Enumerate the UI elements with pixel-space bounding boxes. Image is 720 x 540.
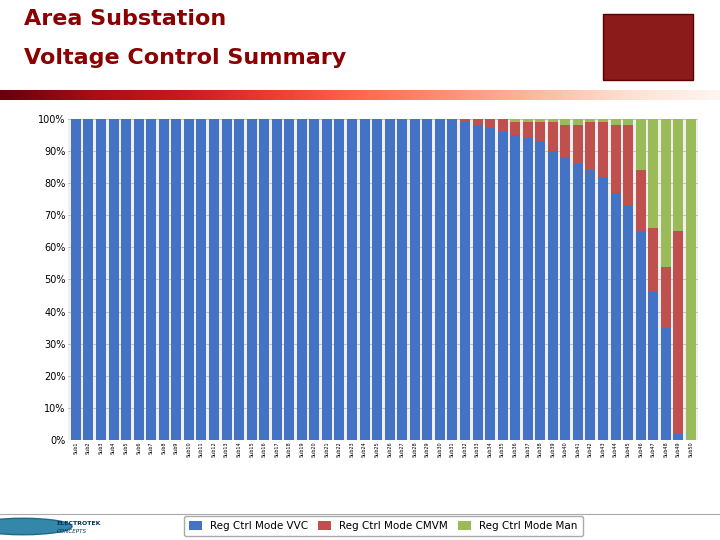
Bar <box>560 157 570 440</box>
Bar <box>498 132 508 440</box>
Bar <box>335 119 344 440</box>
Bar <box>472 119 482 125</box>
Bar <box>510 119 520 122</box>
Bar <box>510 135 520 440</box>
Bar <box>372 119 382 440</box>
Bar <box>447 120 457 440</box>
Bar <box>686 119 696 440</box>
Bar <box>673 434 683 440</box>
Bar <box>96 119 106 440</box>
Bar <box>359 119 369 440</box>
Bar <box>410 119 420 440</box>
Bar <box>585 170 595 440</box>
Bar <box>623 125 633 206</box>
Bar <box>310 119 320 440</box>
Bar <box>623 119 633 125</box>
Bar <box>134 119 144 440</box>
Bar <box>560 125 570 157</box>
Bar <box>523 122 533 138</box>
Bar <box>158 119 168 440</box>
Bar <box>648 228 658 292</box>
Bar <box>573 164 583 440</box>
Bar <box>472 125 482 440</box>
Bar <box>435 119 445 440</box>
Bar <box>573 125 583 164</box>
Bar <box>485 119 495 129</box>
Bar <box>636 170 646 231</box>
Bar <box>585 122 595 170</box>
Bar <box>259 119 269 440</box>
Bar <box>623 206 633 440</box>
Bar <box>636 231 646 440</box>
Legend: Reg Ctrl Mode VVC, Reg Ctrl Mode CMVM, Reg Ctrl Mode Man: Reg Ctrl Mode VVC, Reg Ctrl Mode CMVM, R… <box>184 516 583 536</box>
Bar <box>84 119 94 440</box>
Bar <box>271 119 282 440</box>
Bar <box>384 119 395 440</box>
Bar <box>171 119 181 440</box>
Bar <box>548 119 558 122</box>
Bar <box>322 119 332 440</box>
Bar <box>460 119 470 122</box>
Bar <box>197 119 207 440</box>
Bar <box>109 119 119 440</box>
Bar <box>611 193 621 440</box>
Bar <box>71 119 81 440</box>
Bar <box>673 119 683 231</box>
Bar <box>510 122 520 135</box>
Bar <box>523 119 533 122</box>
Bar <box>523 138 533 440</box>
Bar <box>585 119 595 122</box>
Bar <box>661 328 671 440</box>
Bar <box>423 119 432 440</box>
Bar <box>673 231 683 434</box>
Bar <box>447 119 457 120</box>
Bar <box>611 125 621 193</box>
Bar <box>548 151 558 440</box>
Bar <box>209 119 219 440</box>
Bar <box>573 119 583 125</box>
Bar <box>598 119 608 122</box>
Bar <box>535 119 545 122</box>
Bar <box>146 119 156 440</box>
Bar <box>661 119 671 267</box>
Text: ELECTROTEK: ELECTROTEK <box>56 522 101 526</box>
Bar <box>284 119 294 440</box>
Bar <box>636 119 646 170</box>
Bar <box>121 119 131 440</box>
Bar <box>485 129 495 440</box>
Bar <box>222 119 232 440</box>
Bar <box>548 122 558 151</box>
Bar <box>535 141 545 440</box>
Circle shape <box>0 518 72 535</box>
Bar <box>297 119 307 440</box>
Bar <box>347 119 357 440</box>
Bar <box>234 119 244 440</box>
Text: Voltage Control Summary: Voltage Control Summary <box>24 48 346 68</box>
Bar <box>598 122 608 177</box>
Bar <box>560 119 570 125</box>
Bar <box>535 122 545 141</box>
Text: CONCEPTS: CONCEPTS <box>56 529 86 534</box>
Bar <box>661 267 671 328</box>
Bar <box>460 122 470 440</box>
Bar <box>598 177 608 440</box>
Bar <box>184 119 194 440</box>
Bar <box>247 119 256 440</box>
Bar <box>498 119 508 132</box>
Bar <box>648 119 658 228</box>
Bar <box>611 119 621 125</box>
FancyBboxPatch shape <box>603 15 693 80</box>
Bar <box>397 119 408 440</box>
Bar <box>648 292 658 440</box>
Text: Area Substation: Area Substation <box>24 9 226 29</box>
